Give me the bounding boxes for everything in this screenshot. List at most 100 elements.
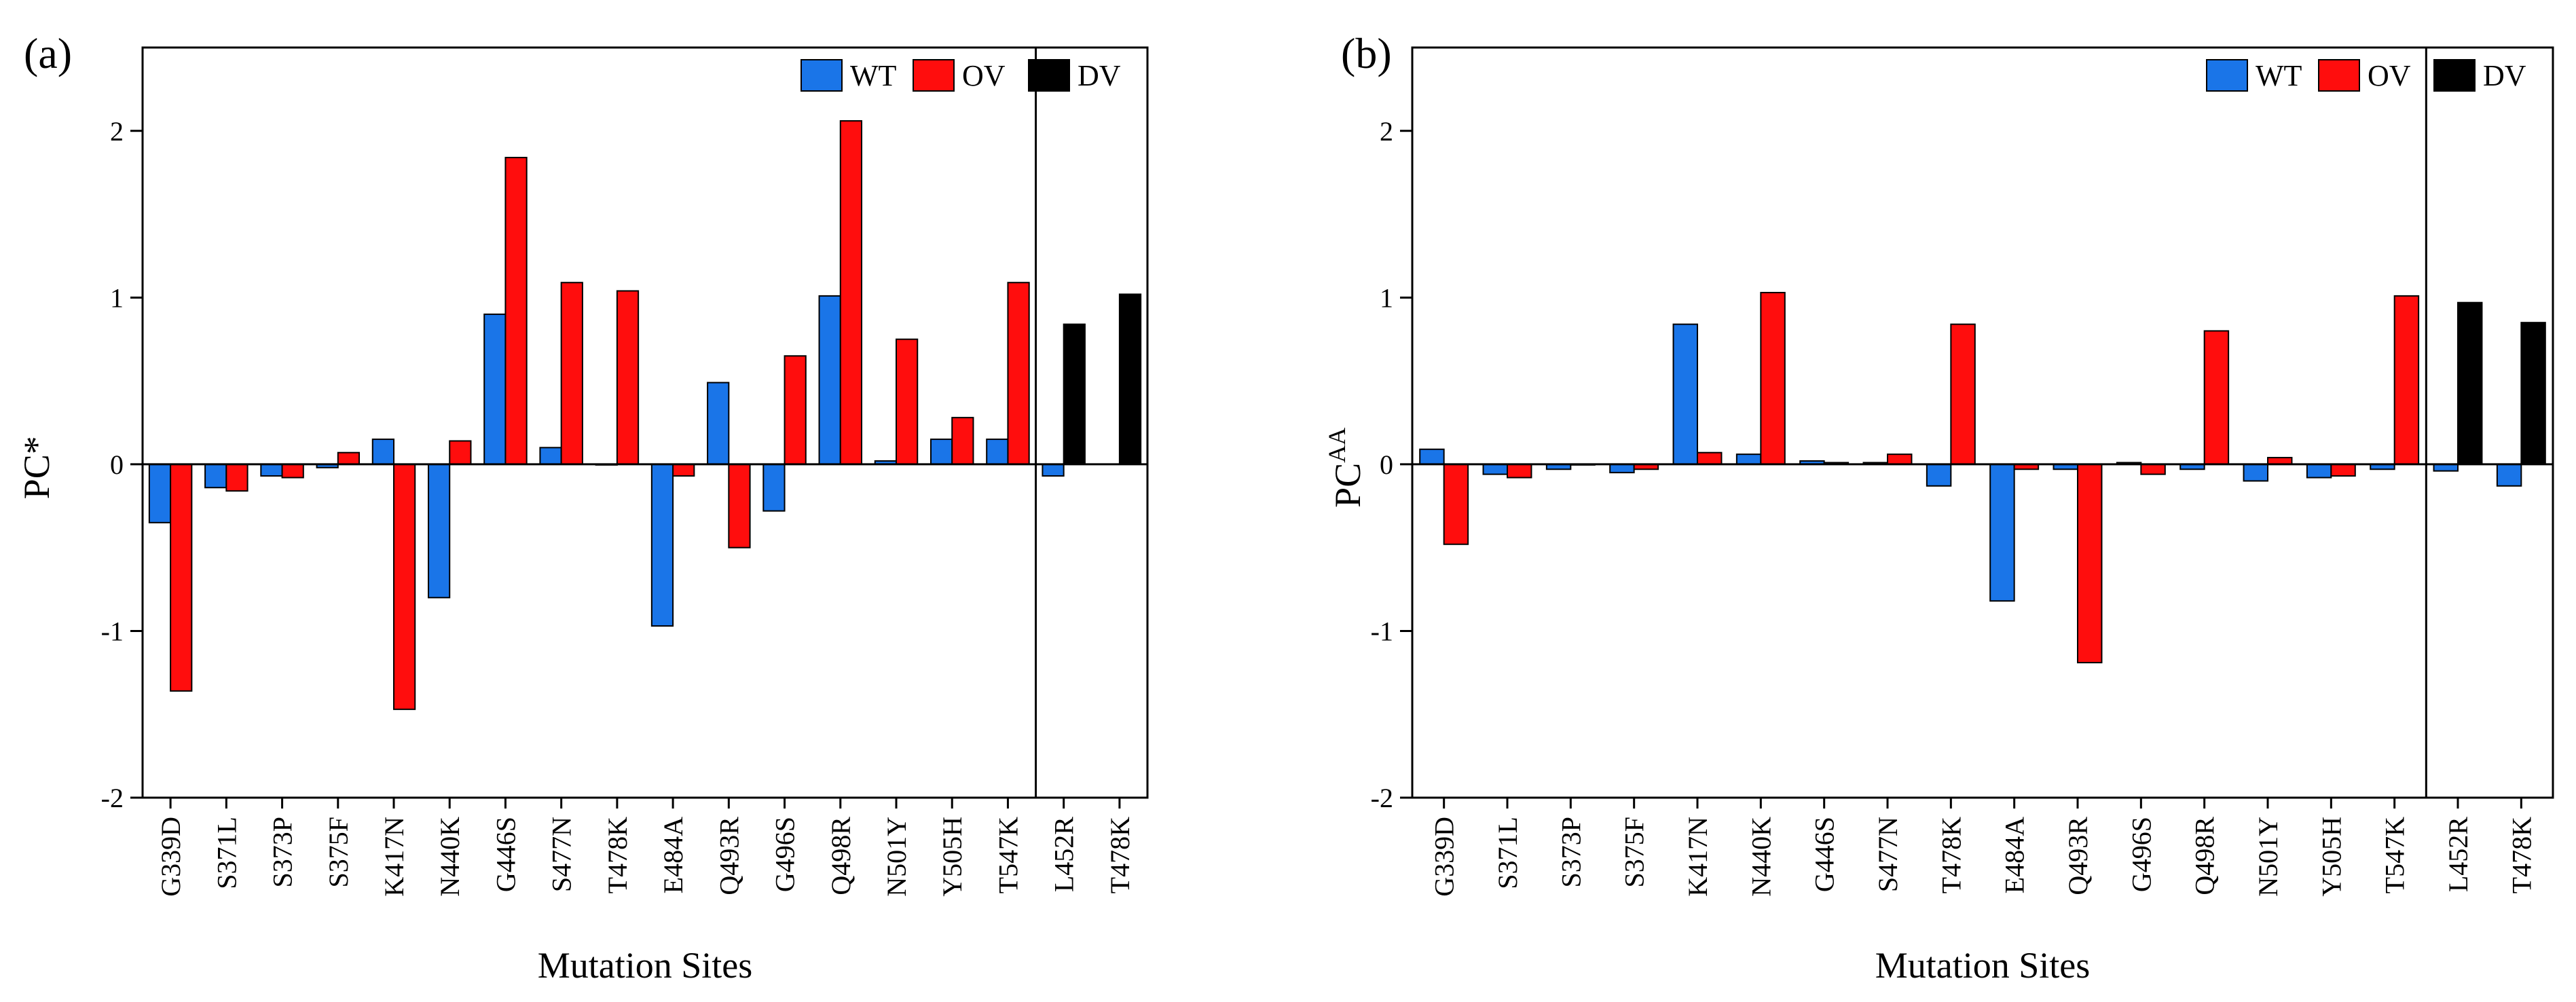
bar-wt-g339d [148,463,172,523]
bar-ov-q498r [2203,330,2230,465]
site-label: Q498R [826,817,856,895]
site-label: G446S [1809,817,1840,892]
bar-wt-s371l [1482,463,1509,475]
site-label: Q498R [2190,817,2220,895]
site-label: Y505H [2316,817,2347,897]
site-label: L452R [2443,817,2473,892]
site-label: Q493R [2063,817,2093,895]
site-label: G496S [2126,817,2156,892]
bar-ov-g496s [2140,463,2166,475]
site-label: L452R [1049,817,1080,892]
bar-ov-s477n [560,282,583,465]
chart-panel-a: -2 -1 0 1 2 G339D S371L S373P S375F K417N N440K G44… [16,29,1149,986]
site-label: G446S [490,817,521,892]
bar-ov-q498r [839,120,863,465]
legend-swatch-dv [1028,59,1070,92]
site-label: T547K [2380,817,2410,893]
chart-panel-b: -2 -1 0 1 2 G339D S371L S373P S375F K417N N440K G44… [1323,29,2554,986]
legend-label-dv: DV [2483,59,2526,92]
x-axis-label: Mutation Sites [1875,945,2091,986]
bar-wt-q498r [818,295,841,465]
plot-frame [1411,46,2554,799]
site-label: G496S [770,817,801,892]
site-label: T547K [993,817,1023,893]
bar-ov-n440k [449,440,472,465]
bar-ov-s371l [1507,463,1532,479]
bar-ov-t547k [2393,295,2420,465]
bar-ov-s477n [1887,453,1913,465]
legend-swatch-wt [801,59,843,92]
bar-dv-l452r [1063,323,1086,465]
site-label: S375F [323,817,354,888]
bar-ov-g339d [1443,463,1469,545]
legend-swatch-wt [2206,59,2248,92]
x-axis-label: Mutation Sites [538,945,753,986]
bar-ov-n440k [1760,291,1786,465]
legend-label-dv: DV [1078,59,1121,92]
bar-dv-l452r [2457,301,2483,465]
bar-ov-q493r [728,463,751,549]
y-tick-label: 2 [110,116,124,147]
bar-wt-g339d [1419,448,1445,465]
legend-swatch-ov [913,59,955,92]
plot-frame [141,46,1149,799]
site-label: E484A [658,817,688,893]
legend-label-wt: WT [850,59,897,92]
legend-swatch-dv [2433,59,2476,92]
site-label: N501Y [2253,817,2283,897]
bar-ov-s373p [281,463,304,479]
bar-ov-s371l [225,463,249,492]
site-label: S371L [211,817,242,889]
y-tick-label: -1 [1371,616,1393,646]
y-tick-label: 1 [1380,282,1393,313]
site-label: K417N [1682,817,1713,897]
bar-wt-n501y [2243,463,2269,482]
y-tick-label: 1 [110,282,124,313]
bar-wt-g446s [483,313,507,465]
bar-wt-y505h [930,439,953,465]
site-label: Y505H [937,817,968,897]
bar-wt-k417n [1672,323,1699,465]
bar-wt-n440k [1735,453,1762,465]
y-axis-label-main: PC* [16,436,57,499]
bar-ov-y505h [951,417,974,465]
site-label: K417N [379,817,409,897]
bar-ov-t478k [616,290,640,465]
bar-ov-g446s [504,157,528,465]
legend-label-ov: OV [962,59,1006,92]
bar-wt-n440k [427,463,451,599]
bar-wt-y505h [2306,463,2332,479]
bar-wt-s371l [204,463,227,489]
bar-ov-k417n [393,463,416,710]
site-label: T478K [2506,817,2537,893]
bar-wt-s375f [1609,463,1635,474]
bar-wt-t547k [986,439,1009,465]
bar-ov-g496s [784,355,807,465]
site-label: S373P [1556,817,1586,888]
bar-ov-t547k [1007,282,1030,465]
legend-label-ov: OV [2368,59,2411,92]
y-tick-label: -2 [101,783,124,813]
panel-label: (b) [1341,29,1392,77]
bar-wt-e484a [650,463,674,627]
bar-ov-k417n [1697,451,1723,465]
bar-wt-t478k [2496,463,2522,487]
y-axis-label-main: PC [1327,463,1368,508]
site-label: G339D [155,817,186,897]
bar-ov-t478k [1950,323,1976,465]
bar-ov-q493r [2077,463,2103,664]
legend-swatch-ov [2318,59,2360,92]
site-label: T478K [1936,817,1966,893]
y-tick-label: 0 [1380,449,1393,480]
bar-wt-t478k [1926,463,1952,487]
site-label: N501Y [881,817,912,897]
bar-wt-s477n [539,447,562,465]
bar-ov-g339d [170,463,193,692]
legend-label-wt: WT [2256,59,2302,92]
y-axis-label-superscript: AA [1323,428,1350,463]
site-label: T478K [1105,817,1135,893]
bar-wt-l452r [1042,463,1065,477]
y-axis-label: PC* [16,436,57,499]
site-label: S477N [547,817,577,892]
